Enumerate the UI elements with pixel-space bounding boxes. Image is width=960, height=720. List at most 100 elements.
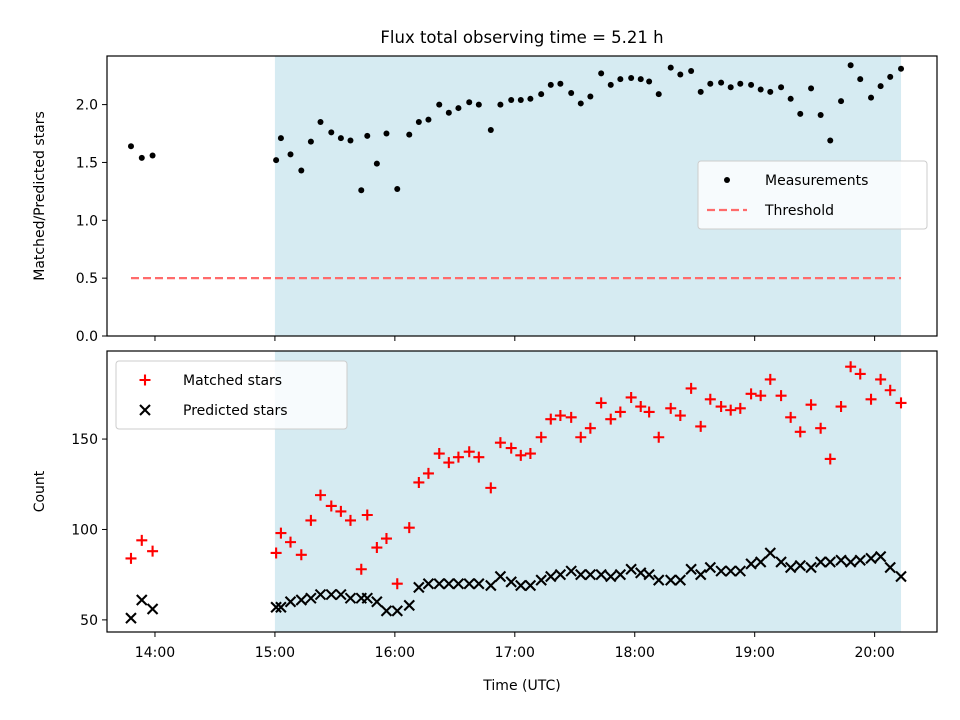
- matched-point: [614, 406, 626, 418]
- measurement-point: [617, 76, 624, 83]
- measurement-point: [337, 135, 344, 142]
- matched-point: [380, 533, 392, 545]
- matched-point: [371, 542, 383, 554]
- matched-point: [505, 442, 517, 454]
- x-tick-label: 17:00: [495, 645, 535, 661]
- matched-point: [535, 431, 547, 443]
- measurement-point: [328, 129, 335, 136]
- predicted-point: [652, 574, 665, 586]
- measurement-point: [838, 98, 845, 105]
- measurement-point: [547, 81, 554, 88]
- measurement-point: [373, 160, 380, 167]
- matched-point: [494, 437, 506, 449]
- matched-point: [875, 373, 887, 385]
- measurement-point: [273, 157, 280, 164]
- predicted-point: [270, 601, 282, 613]
- measurement-point: [778, 84, 785, 91]
- measurement-point: [445, 109, 452, 116]
- predicted-point: [463, 577, 475, 590]
- legend-box: [115, 360, 348, 430]
- measurement-point: [887, 73, 894, 80]
- measurement-point: [287, 151, 294, 158]
- x-tick-label: 20:00: [854, 645, 894, 661]
- measurement-point: [298, 167, 305, 174]
- predicted-point: [734, 565, 747, 577]
- predicted-point: [380, 605, 393, 617]
- measurement-point: [847, 62, 854, 69]
- predicted-point: [515, 579, 527, 592]
- measurement-point: [667, 64, 674, 71]
- predicted-point: [854, 554, 866, 566]
- matched-point: [865, 393, 877, 405]
- predicted-point: [325, 588, 338, 601]
- measurement-point: [277, 135, 284, 142]
- matched-point: [895, 397, 907, 409]
- legend-marker-matched: [139, 374, 151, 386]
- matched-point: [815, 422, 827, 434]
- matched-point: [524, 448, 536, 460]
- measurement-point: [646, 78, 653, 85]
- predicted-point: [595, 568, 607, 581]
- predicted-point: [494, 570, 507, 583]
- matched-point: [270, 547, 282, 559]
- matched-point: [704, 393, 716, 405]
- measurement-point: [877, 83, 884, 90]
- matched-point: [391, 578, 403, 590]
- predicted-point: [674, 574, 687, 586]
- matched-point: [884, 384, 896, 396]
- predicted-point: [643, 568, 655, 581]
- x-axis-label: Time (UTC): [482, 678, 560, 694]
- predicted-point: [874, 550, 887, 563]
- matched-point: [734, 402, 746, 414]
- predicted-point: [305, 592, 317, 604]
- x-tick-label: 14:00: [135, 645, 175, 661]
- predicted-point: [485, 579, 497, 592]
- predicted-point: [784, 561, 797, 574]
- matched-point: [635, 401, 647, 413]
- predicted-point: [422, 577, 435, 590]
- predicted-point: [724, 565, 737, 577]
- matched-point: [595, 397, 607, 409]
- series-predicted-stars: [125, 547, 907, 624]
- measurement-point: [677, 71, 684, 78]
- predicted-point: [545, 570, 557, 583]
- matched-point: [845, 361, 857, 373]
- measurement-point: [538, 91, 545, 98]
- matched-point: [125, 552, 137, 564]
- measurement-point: [727, 84, 734, 91]
- measurement-point: [406, 131, 413, 138]
- predicted-point: [403, 599, 415, 612]
- measurement-point: [577, 100, 584, 107]
- matched-point: [403, 522, 415, 534]
- measurement-point: [637, 76, 644, 83]
- measurement-point: [688, 68, 695, 75]
- y-tick-label: 2.0: [76, 98, 98, 114]
- x-tick-label: 18:00: [615, 645, 655, 661]
- matched-point: [463, 446, 475, 458]
- measurement-point: [868, 94, 875, 101]
- measurement-point: [748, 81, 755, 88]
- matched-point: [794, 426, 806, 438]
- plot-frame: [106, 55, 938, 337]
- matched-point: [805, 399, 817, 411]
- matched-point: [824, 453, 836, 465]
- predicted-point: [335, 588, 347, 601]
- predicted-point: [715, 565, 727, 577]
- predicted-point: [565, 565, 577, 577]
- y-axis-label: Count: [32, 470, 48, 512]
- measurement-point: [127, 143, 134, 150]
- legend-label: Measurements: [765, 173, 868, 189]
- measurement-point: [425, 116, 432, 123]
- legend-label: Matched stars: [183, 373, 282, 389]
- y-axis-label: Matched/Predicted stars: [32, 111, 48, 281]
- measurement-point: [149, 152, 156, 159]
- matched-point: [835, 401, 847, 413]
- x-tick-label: 15:00: [255, 645, 295, 661]
- predicted-point: [413, 581, 425, 594]
- y-tick-label: 1.0: [76, 213, 98, 229]
- measurement-point: [808, 85, 815, 92]
- measurement-point: [697, 88, 704, 95]
- matched-point: [653, 431, 665, 443]
- y-tick-label: 0.0: [76, 329, 98, 345]
